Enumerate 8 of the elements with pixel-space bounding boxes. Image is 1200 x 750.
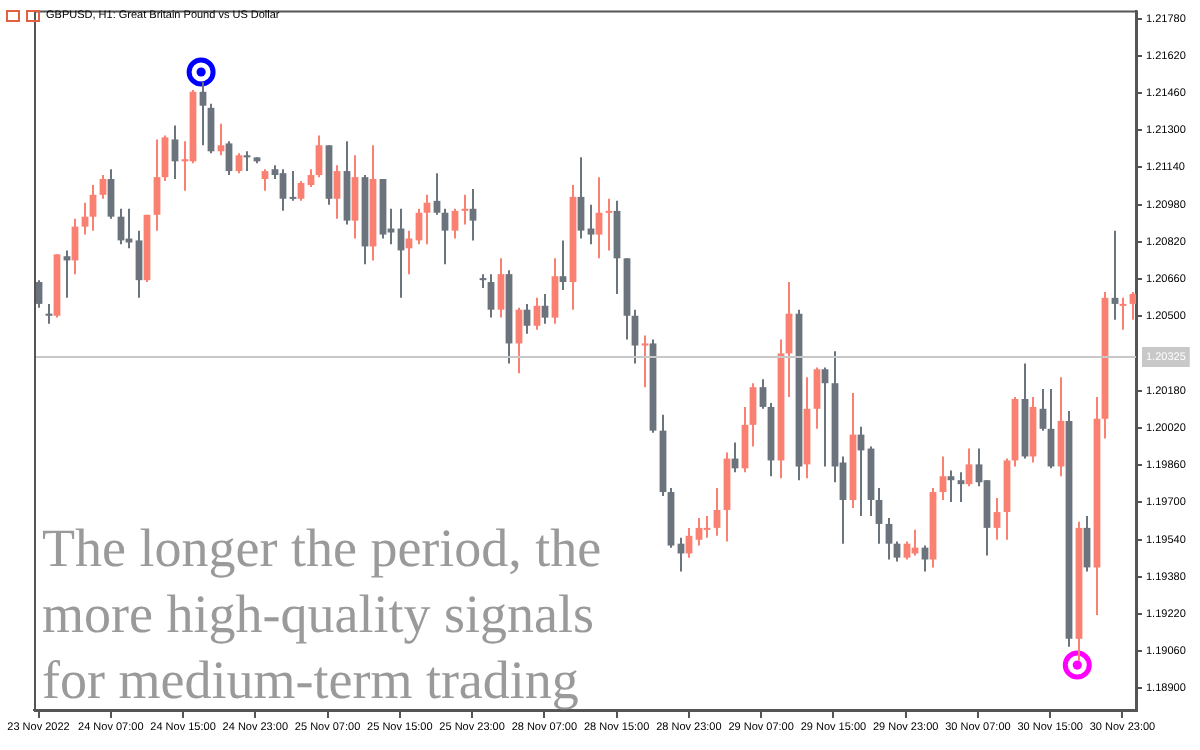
candlestick (279, 168, 287, 212)
candlestick (559, 239, 567, 291)
candlestick (885, 516, 893, 561)
annotation: The longer the period, the more high-quality signals for medium-term trading (42, 516, 604, 714)
candlestick (759, 378, 767, 410)
candlestick (965, 447, 973, 488)
candlestick (641, 334, 649, 389)
candlestick (451, 207, 459, 240)
